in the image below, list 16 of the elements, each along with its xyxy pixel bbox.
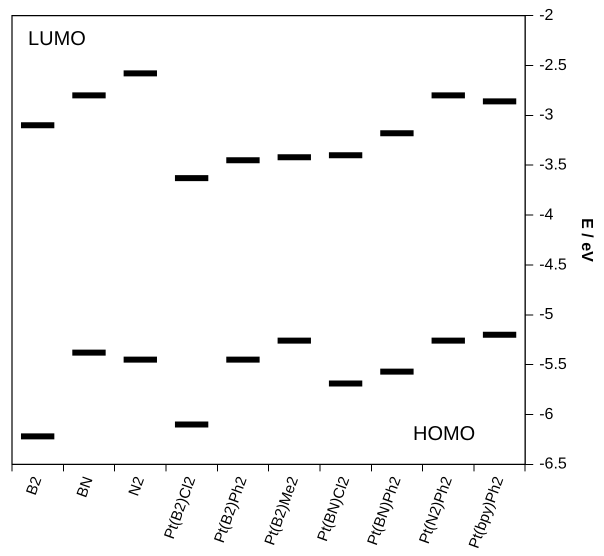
- y-tick-label: -4.5: [539, 256, 567, 274]
- y-tick-label: -5: [539, 306, 554, 324]
- x-tick-label: N2: [125, 474, 148, 498]
- annotation: LUMO: [28, 28, 86, 50]
- y-tick-label: -2: [539, 7, 554, 24]
- annotation: HOMO: [413, 422, 476, 445]
- y-tick-label: -3.5: [539, 156, 567, 174]
- y-tick-label: -6: [539, 406, 554, 423]
- x-tick-label: B2: [23, 474, 46, 498]
- y-tick-label: -3: [539, 106, 554, 124]
- y-tick-label: -5.5: [539, 356, 567, 374]
- y-axis-title: E / eV: [578, 218, 595, 262]
- y-tick-label: -4: [539, 206, 554, 224]
- x-tick-label: BN: [74, 474, 97, 500]
- y-tick-label: -2.5: [539, 56, 567, 74]
- y-tick-label: -6.5: [539, 456, 567, 473]
